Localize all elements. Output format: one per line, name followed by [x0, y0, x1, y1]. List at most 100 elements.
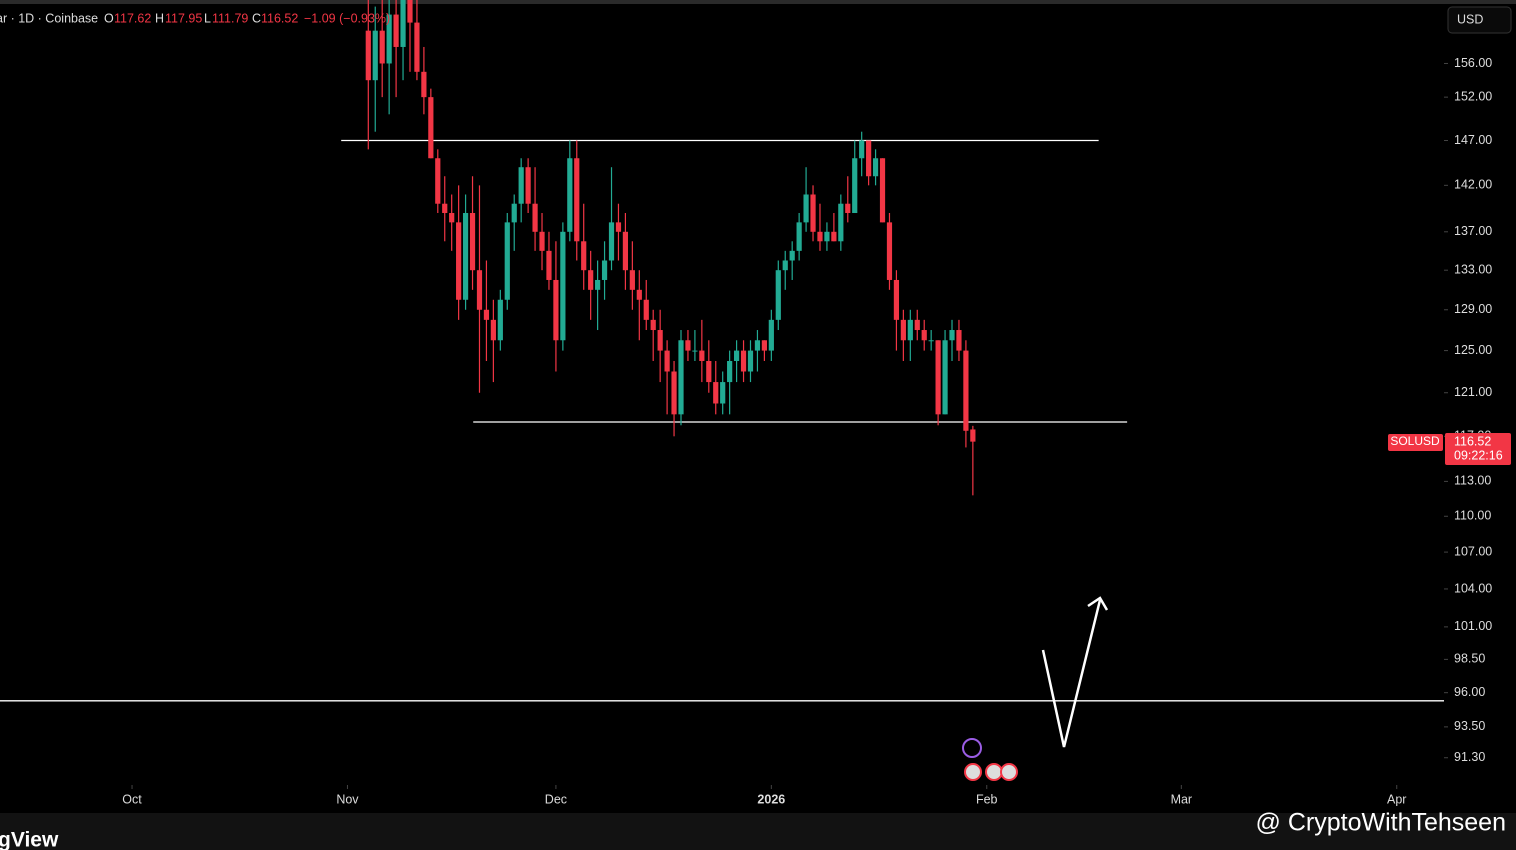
candle-body — [720, 382, 726, 404]
watermark: @ CryptoWithTehseen — [1256, 809, 1506, 837]
symbol-tag — [1388, 434, 1443, 451]
candle-body — [595, 279, 601, 290]
candle-body — [831, 231, 837, 242]
candle-body — [414, 22, 420, 72]
y-tick-label: 147.00 — [1454, 133, 1492, 147]
candle-body — [935, 340, 941, 415]
candle-body — [553, 279, 559, 341]
candle-body — [546, 250, 552, 280]
candle-body — [921, 330, 927, 341]
candle-body — [692, 350, 698, 352]
candle-body — [476, 270, 483, 310]
candle-body — [866, 140, 872, 177]
y-tick-label: 107.00 — [1454, 544, 1492, 558]
candle-body — [740, 350, 747, 372]
ohlc-label: O — [104, 11, 114, 25]
ohlc-label: L — [204, 11, 211, 25]
symbol: ar · 1D · Coinbase — [0, 11, 98, 25]
candle-body — [525, 167, 531, 204]
ohlc-value: 117.95 — [165, 11, 202, 25]
candle-body — [615, 222, 622, 232]
x-tick-label: Nov — [336, 792, 359, 806]
candle-body — [782, 260, 788, 271]
y-tick-label: 129.00 — [1454, 302, 1492, 316]
candle-body — [650, 319, 656, 331]
candle-body — [407, 0, 413, 23]
candle-body — [803, 194, 809, 223]
currency-button[interactable] — [1447, 6, 1512, 34]
y-tick-label: 110.00 — [1454, 509, 1491, 523]
candle-body — [601, 260, 608, 280]
currency: USD — [1457, 12, 1483, 26]
candle-body — [365, 30, 371, 81]
candle-body — [581, 241, 587, 271]
x-tick-label: Dec — [545, 792, 567, 806]
candle-body — [970, 429, 976, 442]
y-tick-label: 91.30 — [1454, 750, 1485, 764]
candle-body — [421, 71, 427, 98]
price-axis: 156.00 152.00 147.00 142.00 137.00 133.00 129.… — [122, 56, 1492, 807]
candle-body — [775, 270, 781, 320]
ohlc-value: 116.52 — [261, 11, 298, 25]
candle-body — [643, 299, 649, 320]
plot-area — [0, 0, 1444, 702]
candle-body — [442, 203, 448, 214]
candle-body — [956, 330, 962, 351]
candle-body — [845, 203, 851, 214]
event-icon[interactable] — [985, 763, 1003, 781]
last-price: 116.52 — [1454, 434, 1491, 448]
y-tick-label: 133.00 — [1454, 262, 1492, 276]
y-tick-label: 137.00 — [1454, 224, 1492, 238]
candle-body — [664, 350, 670, 372]
candle-body — [963, 350, 969, 431]
event-icon[interactable] — [964, 763, 982, 781]
x-tick-label: Mar — [1171, 792, 1193, 806]
brand: gView — [0, 829, 59, 850]
y-tick-label: 104.00 — [1454, 581, 1492, 595]
candle-body — [504, 222, 510, 300]
y-tick-label: 121.00 — [1454, 385, 1492, 399]
candle-body — [379, 30, 385, 64]
drawn-arrow — [1041, 599, 1102, 748]
last-price-tag — [1445, 433, 1511, 465]
candle-body — [511, 203, 517, 223]
candle-body — [386, 14, 392, 64]
candle-body — [574, 158, 580, 242]
x-tick-label: 2026 — [757, 792, 785, 806]
y-tick-label: 98.50 — [1454, 652, 1485, 666]
ohlc-value: 111.79 — [212, 11, 248, 25]
y-tick-label: 156.00 — [1454, 56, 1492, 70]
y-tick-label: 142.00 — [1454, 178, 1492, 192]
candle-body — [483, 309, 490, 320]
candle-body — [532, 203, 538, 232]
candle-body — [754, 340, 761, 351]
candle-body — [713, 382, 719, 404]
candle-body — [768, 319, 774, 351]
event-icon[interactable] — [962, 738, 982, 758]
candle-body — [469, 213, 476, 271]
candle-body — [872, 158, 879, 177]
candle-body — [900, 319, 906, 341]
y-tick-label: 113.00 — [1454, 474, 1491, 488]
y-tick-label: 101.00 — [1454, 619, 1492, 633]
candle-body — [810, 194, 816, 232]
candle-body — [456, 222, 462, 300]
legend-header: ar · 1D · Coinbase O 117.62 H 117.95 L 1… — [0, 11, 390, 25]
event-icon[interactable] — [1000, 763, 1018, 781]
candle-body — [567, 158, 573, 232]
candle-body — [560, 231, 566, 341]
candle-body — [796, 222, 802, 251]
candle-body — [685, 340, 691, 351]
candle-body — [852, 158, 858, 214]
candle-body — [907, 319, 913, 341]
candle-body — [886, 222, 893, 280]
candle-body — [761, 340, 767, 351]
candle-body — [657, 330, 663, 351]
y-tick-label: 93.50 — [1454, 719, 1485, 733]
candle-body — [518, 167, 524, 204]
symbol-tag-text: SOLUSD — [1390, 434, 1440, 448]
candle-body — [490, 319, 496, 341]
